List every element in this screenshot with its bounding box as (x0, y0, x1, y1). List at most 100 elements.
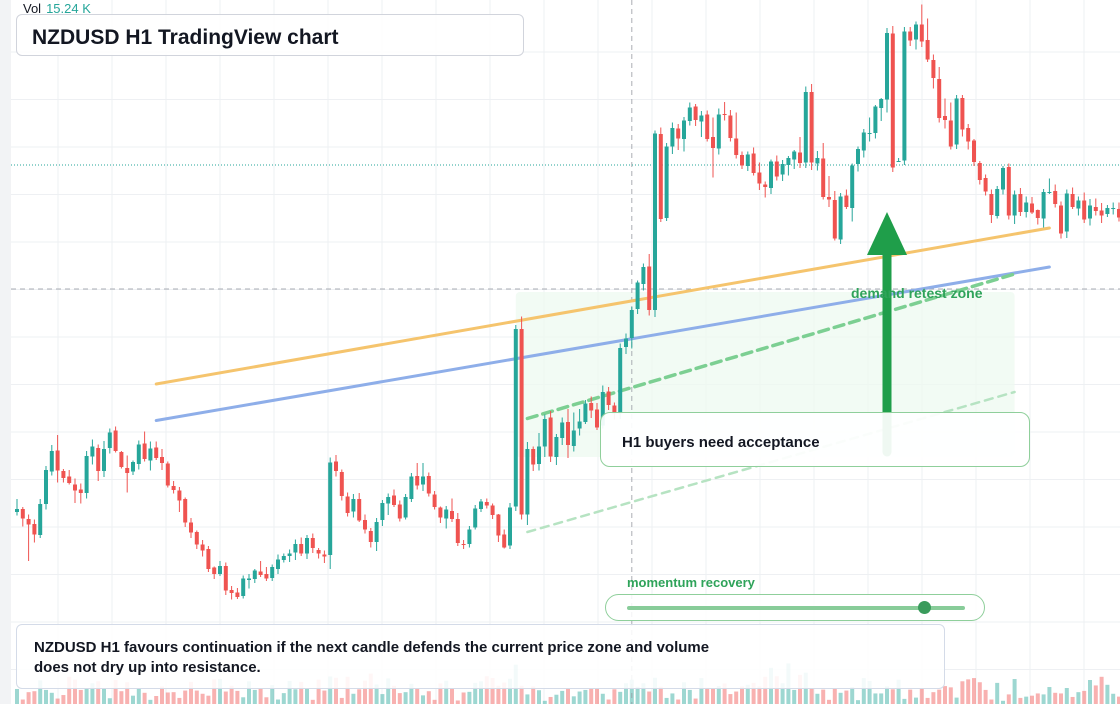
candle[interactable] (1076, 196, 1081, 216)
candle[interactable] (49, 445, 54, 476)
candle[interactable] (281, 553, 286, 563)
candle[interactable] (896, 158, 901, 162)
candle[interactable] (258, 561, 263, 577)
candle[interactable] (38, 499, 43, 538)
candle[interactable] (705, 110, 710, 142)
candle[interactable] (1070, 187, 1075, 210)
candle[interactable] (809, 84, 814, 170)
candle[interactable] (548, 411, 553, 462)
candle[interactable] (856, 146, 860, 172)
candle[interactable] (763, 181, 768, 198)
candle[interactable] (1099, 203, 1104, 223)
candle[interactable] (502, 529, 507, 549)
candle[interactable] (450, 498, 454, 523)
candle[interactable] (1030, 197, 1034, 214)
candle[interactable] (287, 549, 292, 563)
candle[interactable] (931, 54, 936, 89)
candle[interactable] (403, 494, 408, 520)
candle[interactable] (682, 117, 686, 152)
candle[interactable] (850, 163, 855, 222)
candle[interactable] (606, 387, 611, 410)
candle[interactable] (189, 518, 193, 538)
candle[interactable] (641, 263, 646, 291)
candle[interactable] (374, 518, 379, 551)
candle[interactable] (566, 409, 570, 458)
candle[interactable] (334, 455, 338, 477)
candle[interactable] (751, 147, 756, 176)
candle[interactable] (15, 499, 19, 516)
candle[interactable] (513, 325, 518, 511)
candle[interactable] (467, 526, 472, 548)
candle[interactable] (154, 441, 159, 461)
candle[interactable] (363, 514, 367, 534)
candle[interactable] (125, 455, 130, 493)
candle[interactable] (803, 86, 808, 169)
candle[interactable] (78, 483, 83, 504)
candle[interactable] (392, 489, 396, 508)
candle[interactable] (1093, 198, 1098, 216)
candle[interactable] (270, 564, 275, 582)
candle[interactable] (844, 189, 849, 210)
candle[interactable] (235, 588, 240, 599)
candle[interactable] (241, 575, 246, 599)
candle[interactable] (357, 493, 362, 522)
candle[interactable] (618, 343, 623, 420)
candle[interactable] (885, 28, 889, 113)
trendline-blue[interactable] (154, 265, 1051, 422)
candle[interactable] (554, 434, 559, 465)
candle[interactable] (1082, 192, 1087, 224)
candle[interactable] (914, 21, 918, 50)
candle[interactable] (1064, 189, 1069, 239)
candle[interactable] (496, 514, 501, 542)
candle[interactable] (902, 27, 907, 165)
candle[interactable] (670, 122, 675, 155)
candle[interactable] (815, 151, 820, 171)
candle[interactable] (119, 451, 124, 469)
candle[interactable] (937, 67, 942, 123)
candle[interactable] (1053, 184, 1058, 208)
candle[interactable] (989, 189, 994, 224)
candle[interactable] (107, 428, 112, 454)
candle[interactable] (131, 460, 135, 476)
candle[interactable] (1012, 190, 1017, 225)
candle[interactable] (966, 124, 971, 150)
candle[interactable] (432, 491, 437, 510)
candle[interactable] (206, 546, 211, 572)
candle[interactable] (160, 449, 164, 470)
candle[interactable] (490, 503, 495, 520)
candle[interactable] (734, 112, 739, 159)
candle[interactable] (113, 426, 118, 453)
candle[interactable] (687, 102, 692, 126)
candle[interactable] (792, 150, 797, 169)
candle[interactable] (879, 98, 884, 121)
candle[interactable] (247, 574, 251, 589)
candle[interactable] (786, 156, 791, 176)
candle[interactable] (537, 433, 541, 471)
candle[interactable] (542, 414, 547, 458)
candle[interactable] (943, 98, 947, 129)
candle[interactable] (421, 463, 425, 491)
candle[interactable] (305, 535, 309, 559)
candle[interactable] (473, 505, 478, 530)
candle[interactable] (745, 151, 750, 172)
candle[interactable] (351, 494, 356, 518)
candle[interactable] (740, 151, 744, 170)
candle[interactable] (310, 533, 315, 554)
candle[interactable] (165, 461, 170, 488)
candle[interactable] (728, 110, 733, 142)
candle[interactable] (757, 162, 762, 191)
candle[interactable] (560, 417, 565, 446)
candle[interactable] (908, 27, 913, 46)
candle[interactable] (890, 26, 895, 172)
candle[interactable] (61, 469, 66, 483)
candle[interactable] (26, 514, 31, 562)
momentum-slider-knob[interactable] (918, 601, 932, 614)
candle[interactable] (1035, 209, 1040, 225)
momentum-slider[interactable] (605, 594, 985, 621)
candle[interactable] (386, 493, 391, 516)
candle[interactable] (624, 333, 628, 355)
candle[interactable] (438, 506, 443, 524)
candle[interactable] (397, 500, 402, 522)
candle[interactable] (954, 95, 959, 149)
candle[interactable] (629, 307, 634, 349)
